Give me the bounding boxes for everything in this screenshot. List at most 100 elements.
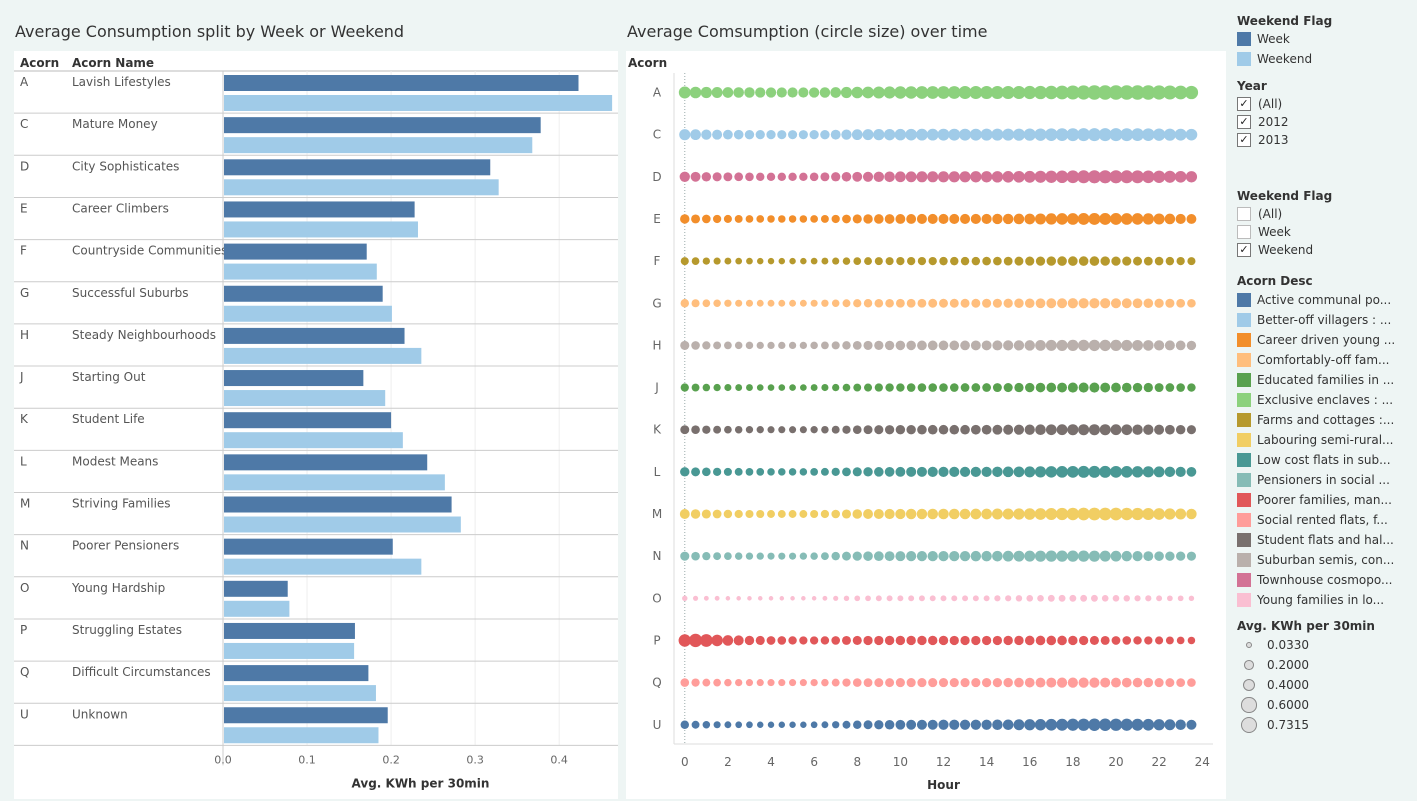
- bubble-M[interactable]: [723, 509, 733, 519]
- bubble-N[interactable]: [1002, 550, 1014, 562]
- bubble-L[interactable]: [1175, 466, 1186, 477]
- bubble-C[interactable]: [1087, 128, 1101, 142]
- bubble-D[interactable]: [1109, 170, 1123, 184]
- bubble-A[interactable]: [755, 87, 766, 98]
- bubble-J[interactable]: [1014, 382, 1024, 393]
- bubble-L[interactable]: [702, 467, 711, 477]
- bubble-K[interactable]: [1045, 424, 1057, 436]
- bubble-H[interactable]: [949, 340, 960, 351]
- bubble-Q[interactable]: [949, 678, 959, 688]
- bubble-A[interactable]: [1184, 85, 1199, 100]
- bubble-H[interactable]: [1077, 339, 1090, 352]
- bubble-C[interactable]: [830, 129, 841, 140]
- bubble-D[interactable]: [1002, 171, 1014, 183]
- bubble-C[interactable]: [959, 128, 972, 141]
- bubble-E[interactable]: [799, 215, 808, 223]
- bubble-D[interactable]: [723, 172, 733, 182]
- bubble-H[interactable]: [884, 340, 895, 351]
- bubble-P[interactable]: [1176, 636, 1185, 645]
- bubble-E[interactable]: [680, 214, 690, 224]
- bubble-K[interactable]: [927, 424, 938, 435]
- bubble-Q[interactable]: [917, 678, 927, 688]
- bubble-H[interactable]: [981, 340, 992, 351]
- bubble-J[interactable]: [960, 383, 970, 392]
- bubble-N[interactable]: [852, 551, 862, 561]
- bubble-J[interactable]: [939, 383, 948, 392]
- bar-weekend[interactable]: [224, 95, 613, 111]
- bubble-M[interactable]: [701, 509, 711, 519]
- bar-weekend[interactable]: [224, 642, 355, 659]
- bubble-F[interactable]: [928, 256, 937, 266]
- bubble-N[interactable]: [810, 552, 818, 560]
- bubble-F[interactable]: [810, 257, 818, 265]
- bubble-K[interactable]: [1186, 425, 1196, 435]
- bubble-N[interactable]: [1034, 550, 1047, 562]
- bubble-E[interactable]: [863, 214, 873, 224]
- bubble-P[interactable]: [1035, 635, 1046, 646]
- bubble-Q[interactable]: [821, 678, 829, 687]
- bubble-D[interactable]: [1163, 170, 1176, 183]
- legend-item-acorn-desc[interactable]: Student flats and hal...: [1237, 530, 1395, 550]
- bubble-K[interactable]: [1099, 424, 1111, 436]
- bubble-C[interactable]: [1163, 128, 1176, 141]
- bar-week[interactable]: [224, 117, 541, 134]
- bar-weekend[interactable]: [224, 727, 379, 744]
- bubble-F[interactable]: [907, 256, 916, 266]
- bubble-D[interactable]: [1174, 170, 1187, 183]
- bubble-P[interactable]: [1089, 635, 1099, 646]
- bar-week[interactable]: [224, 454, 428, 471]
- bubble-F[interactable]: [832, 257, 840, 265]
- bubble-C[interactable]: [701, 129, 712, 140]
- bubble-D[interactable]: [734, 172, 744, 182]
- bubble-P[interactable]: [1068, 635, 1078, 646]
- bubble-G[interactable]: [1165, 298, 1175, 308]
- bubble-F[interactable]: [1035, 256, 1046, 266]
- bubble-A[interactable]: [776, 87, 787, 98]
- bar-weekend[interactable]: [224, 685, 376, 702]
- legend-item-acorn-desc[interactable]: Social rented flats, f...: [1237, 510, 1395, 530]
- bubble-G[interactable]: [949, 298, 959, 308]
- bubble-N[interactable]: [1165, 551, 1175, 561]
- bubble-D[interactable]: [895, 171, 906, 183]
- bubble-C[interactable]: [1044, 128, 1058, 141]
- bubble-A[interactable]: [958, 86, 972, 99]
- bubble-L[interactable]: [842, 467, 851, 477]
- bubble-O[interactable]: [1005, 595, 1012, 602]
- bubble-A[interactable]: [1065, 85, 1080, 100]
- bubble-M[interactable]: [1109, 507, 1123, 521]
- bubble-Q[interactable]: [1089, 677, 1100, 688]
- bubble-H[interactable]: [1003, 340, 1014, 351]
- bubble-K[interactable]: [831, 425, 840, 434]
- bubble-U[interactable]: [767, 721, 775, 728]
- bubble-H[interactable]: [691, 341, 700, 350]
- bubble-F[interactable]: [702, 257, 710, 265]
- checkbox-icon[interactable]: [1237, 207, 1251, 221]
- bubble-E[interactable]: [831, 214, 840, 224]
- bubble-D[interactable]: [970, 171, 982, 183]
- bubble-A[interactable]: [980, 85, 994, 100]
- bubble-D[interactable]: [1045, 170, 1058, 183]
- bubble-A[interactable]: [894, 86, 907, 99]
- bubble-K[interactable]: [724, 425, 732, 434]
- bubble-N[interactable]: [1067, 550, 1079, 562]
- bubble-A[interactable]: [883, 86, 896, 99]
- bubble-G[interactable]: [853, 299, 862, 308]
- bubble-N[interactable]: [820, 552, 829, 561]
- bubble-O[interactable]: [972, 595, 979, 602]
- year-filter-2013[interactable]: ✓ 2013: [1237, 131, 1289, 149]
- bubble-E[interactable]: [756, 215, 765, 223]
- bubble-L[interactable]: [799, 468, 808, 476]
- bubble-L[interactable]: [1099, 465, 1112, 478]
- bubble-A[interactable]: [1033, 85, 1048, 100]
- bubble-N[interactable]: [863, 551, 873, 561]
- bubble-D[interactable]: [788, 172, 797, 182]
- bubble-Q[interactable]: [1111, 677, 1121, 688]
- bubble-C[interactable]: [1109, 128, 1123, 142]
- bubble-F[interactable]: [713, 257, 721, 265]
- bubble-Q[interactable]: [756, 679, 764, 687]
- bubble-O[interactable]: [768, 596, 774, 601]
- bubble-A[interactable]: [840, 86, 853, 99]
- bubble-L[interactable]: [1066, 465, 1079, 478]
- bubble-G[interactable]: [799, 299, 807, 307]
- bubble-D[interactable]: [841, 172, 852, 182]
